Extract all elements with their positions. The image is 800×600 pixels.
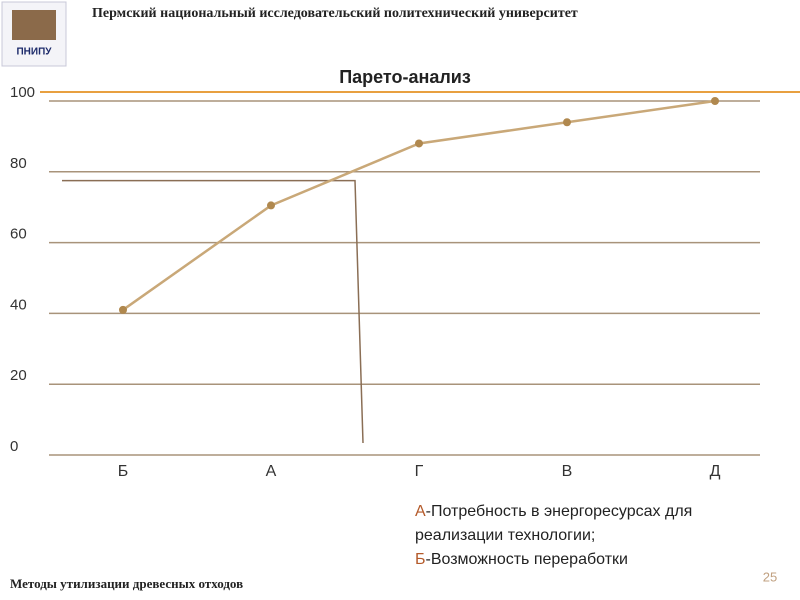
legend-item: А-Потребность в энергоресурсах для реали…: [415, 500, 725, 548]
x-tick-label: Д: [710, 463, 721, 480]
legend-item: Б-Возможность переработки: [415, 548, 725, 572]
legend: А-Потребность в энергоресурсах для реали…: [415, 500, 725, 572]
legend-key: Б: [415, 551, 426, 568]
y-tick-label: 80: [10, 155, 27, 172]
point: [415, 139, 423, 148]
header-title: Пермский национальный исследовательский …: [92, 6, 578, 21]
y-tick-label: 100: [10, 84, 35, 101]
page-number: 25: [763, 569, 777, 584]
x-tick-label: А: [266, 463, 277, 480]
series-line: [122, 99, 716, 311]
legend-text: -Возможность переработки: [425, 551, 628, 568]
x-tick-label: Б: [118, 463, 129, 480]
x-tick-label: Г: [415, 463, 424, 480]
legend-text: -Потребность в энергоресурсах для реализ…: [415, 503, 693, 544]
logo-emblem: [12, 10, 56, 40]
point: [563, 118, 571, 127]
x-tick-label: В: [562, 463, 573, 480]
chart-title: Парето-анализ: [339, 67, 471, 87]
footer-topic: Методы утилизации древесных отходов: [10, 576, 243, 591]
point: [711, 97, 719, 105]
point: [267, 201, 275, 210]
logo-text: ПНИПУ: [16, 47, 52, 58]
y-tick-label: 60: [10, 226, 27, 243]
threshold-line: [62, 179, 364, 444]
y-tick-label: 20: [10, 367, 27, 384]
y-tick-label: 40: [10, 296, 27, 313]
legend-key: А: [415, 503, 426, 520]
y-tick-label: 0: [10, 438, 18, 455]
point: [119, 305, 127, 314]
